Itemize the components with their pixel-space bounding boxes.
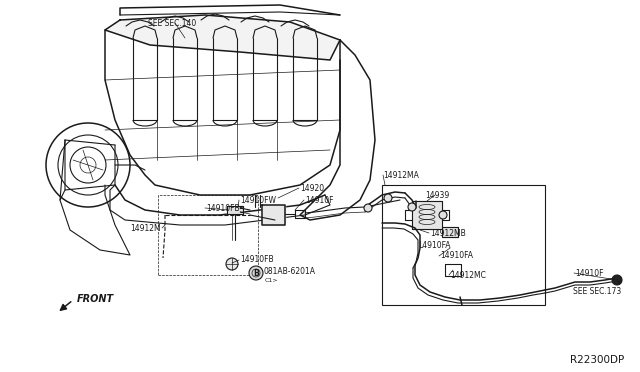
Polygon shape <box>105 15 340 60</box>
Text: B: B <box>253 269 259 278</box>
Circle shape <box>384 194 392 202</box>
Circle shape <box>226 258 238 270</box>
Polygon shape <box>442 227 458 237</box>
Text: 14912MB: 14912MB <box>430 228 466 237</box>
Text: 14910FB: 14910FB <box>206 203 239 212</box>
Text: FRONT: FRONT <box>77 294 114 304</box>
Text: 081AB-6201A: 081AB-6201A <box>264 267 316 276</box>
Circle shape <box>249 266 263 280</box>
Text: R22300DP: R22300DP <box>570 355 624 365</box>
Text: SEE SEC.173: SEE SEC.173 <box>573 288 621 296</box>
Circle shape <box>612 275 622 285</box>
Text: 14939: 14939 <box>425 190 449 199</box>
Text: 14912MA: 14912MA <box>383 170 419 180</box>
Text: 14912MC: 14912MC <box>450 270 486 279</box>
Text: 14912M: 14912M <box>130 224 161 232</box>
Text: SEE SEC.140: SEE SEC.140 <box>148 19 196 28</box>
Polygon shape <box>227 206 243 214</box>
Text: L4910FA: L4910FA <box>418 241 451 250</box>
Text: 14910FB: 14910FB <box>240 256 274 264</box>
Text: 14910F: 14910F <box>575 269 604 278</box>
Text: 14920: 14920 <box>300 183 324 192</box>
Text: 14910FA: 14910FA <box>440 251 473 260</box>
Circle shape <box>364 204 372 212</box>
Bar <box>382 185 545 305</box>
Bar <box>158 195 258 275</box>
Polygon shape <box>262 205 285 225</box>
Text: 14910FW: 14910FW <box>240 196 276 205</box>
Circle shape <box>408 203 416 211</box>
Text: C1>: C1> <box>265 278 278 282</box>
Polygon shape <box>412 201 442 229</box>
Circle shape <box>439 211 447 219</box>
Text: 14910F: 14910F <box>305 196 333 205</box>
